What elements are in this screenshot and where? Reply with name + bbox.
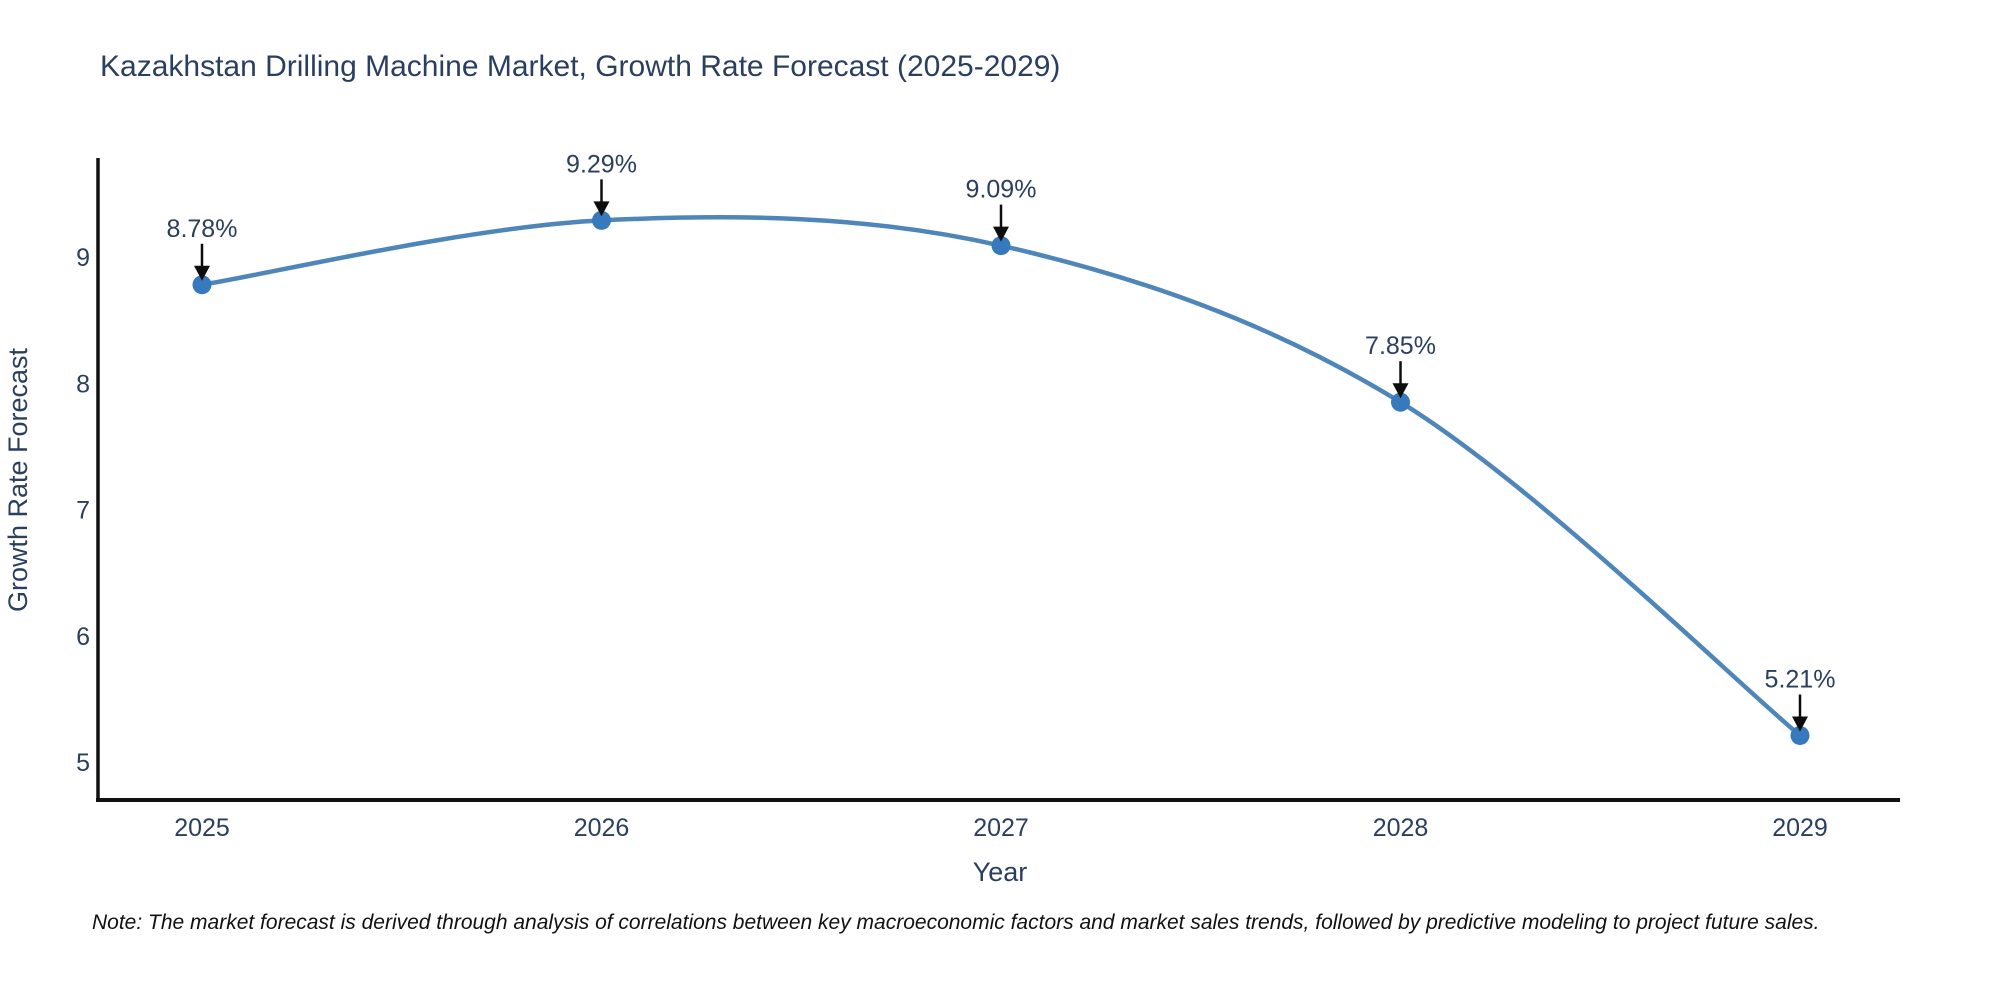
point-value-label: 7.85% bbox=[1365, 332, 1436, 360]
data-point bbox=[592, 210, 611, 230]
x-axis-title: Year bbox=[973, 857, 1028, 887]
y-tick-label: 7 bbox=[76, 497, 90, 525]
data-point bbox=[192, 275, 212, 295]
point-value-label: 9.29% bbox=[566, 150, 637, 178]
point-value-label: 9.09% bbox=[966, 176, 1037, 204]
point-value-label: 5.21% bbox=[1765, 665, 1836, 693]
data-point bbox=[991, 236, 1011, 256]
x-tick-label: 2025 bbox=[174, 814, 230, 842]
annotation-arrowhead bbox=[593, 201, 610, 217]
data-point bbox=[1790, 725, 1810, 745]
data-point bbox=[1391, 392, 1410, 412]
chart-title: Kazakhstan Drilling Machine Market, Grow… bbox=[100, 50, 1061, 83]
x-tick-label: 2028 bbox=[1373, 814, 1429, 842]
annotation-arrowhead bbox=[194, 265, 210, 281]
y-tick-label: 9 bbox=[76, 244, 90, 272]
x-tick-label: 2029 bbox=[1772, 814, 1828, 842]
x-tick-label: 2027 bbox=[973, 814, 1029, 842]
x-tick-label: 2026 bbox=[574, 814, 630, 842]
forecast-line bbox=[199, 214, 1803, 738]
annotation-arrowhead bbox=[1392, 383, 1409, 399]
footnote: Note: The market forecast is derived thr… bbox=[92, 911, 1820, 934]
y-axis-title: Growth Rate Forecast bbox=[3, 347, 33, 612]
y-tick-label: 5 bbox=[76, 749, 90, 777]
annotation-arrowhead bbox=[993, 226, 1009, 242]
y-tick-label: 6 bbox=[76, 623, 90, 651]
y-tick-label: 8 bbox=[76, 370, 90, 398]
annotation-arrowhead bbox=[1792, 716, 1808, 732]
point-value-label: 8.78% bbox=[167, 215, 238, 243]
